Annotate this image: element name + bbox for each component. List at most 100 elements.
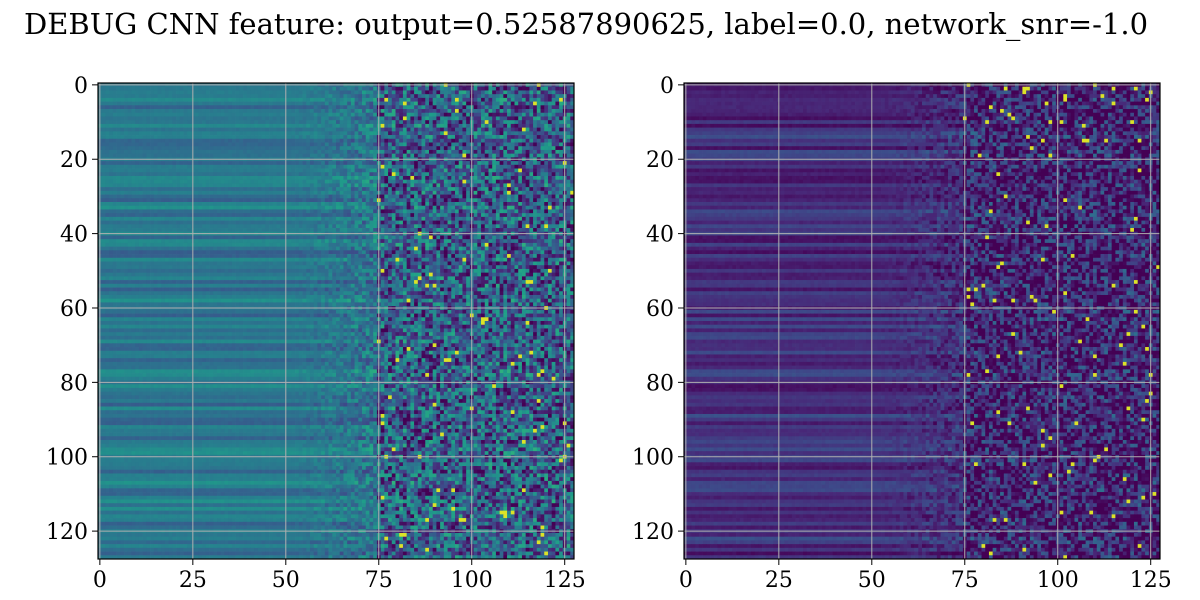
heatmap-cell	[325, 113, 329, 117]
heatmap-cell	[466, 113, 470, 117]
heatmap-cell	[399, 146, 403, 150]
heatmap-cell	[384, 143, 388, 147]
heatmap-cell	[232, 113, 236, 117]
heatmap-cell	[362, 120, 366, 124]
heatmap-cell	[537, 172, 541, 176]
heatmap-cell	[288, 180, 292, 184]
heatmap-cell	[537, 154, 541, 158]
heatmap-cell	[124, 128, 128, 132]
heatmap-cell	[113, 128, 117, 132]
heatmap-cell	[258, 150, 262, 154]
heatmap-cell	[388, 172, 392, 176]
heatmap-cell	[184, 98, 188, 102]
heatmap-cell	[481, 102, 485, 106]
heatmap-cell	[184, 139, 188, 143]
heatmap-cell	[306, 116, 310, 120]
heatmap-cell	[102, 228, 106, 232]
heatmap-cell	[176, 113, 180, 117]
heatmap-cell	[139, 124, 143, 128]
heatmap-cell	[362, 180, 366, 184]
heatmap-cell	[198, 113, 202, 117]
heatmap-cell	[451, 90, 455, 94]
heatmap-cell	[120, 209, 124, 213]
heatmap-cell	[466, 143, 470, 147]
heatmap-cell	[258, 131, 262, 135]
heatmap-cell	[503, 154, 507, 158]
heatmap-cell	[303, 139, 307, 143]
heatmap-cell	[459, 116, 463, 120]
heatmap-cell	[206, 139, 210, 143]
heatmap-cell	[329, 217, 333, 221]
heatmap-cell	[488, 98, 492, 102]
heatmap-cell	[228, 113, 232, 117]
heatmap-cell	[202, 221, 206, 225]
heatmap-cell	[221, 139, 225, 143]
heatmap-cell	[262, 102, 266, 106]
heatmap-cell	[336, 169, 340, 173]
heatmap-cell	[444, 154, 448, 158]
heatmap-cell	[474, 109, 478, 113]
heatmap-cell	[154, 128, 158, 132]
heatmap-cell	[347, 139, 351, 143]
heatmap-cell	[228, 202, 232, 206]
heatmap-cell	[440, 109, 444, 113]
heatmap-cell	[466, 102, 470, 106]
heatmap-cell	[321, 198, 325, 202]
heatmap-cell	[436, 209, 440, 213]
heatmap-cell	[548, 116, 552, 120]
heatmap-cell	[555, 146, 559, 150]
heatmap-cell	[552, 128, 556, 132]
heatmap-cell	[455, 128, 459, 132]
heatmap-cell	[139, 169, 143, 173]
heatmap-cell	[236, 161, 240, 165]
heatmap-cell	[202, 102, 206, 106]
heatmap-cell	[195, 176, 199, 180]
heatmap-cell	[131, 224, 135, 228]
heatmap-cell	[254, 146, 258, 150]
heatmap-cell	[180, 191, 184, 195]
heatmap-cell	[102, 94, 106, 98]
heatmap-cell	[537, 217, 541, 221]
heatmap-cell	[258, 113, 262, 117]
heatmap-cell	[507, 183, 511, 187]
heatmap-cell	[291, 180, 295, 184]
heatmap-cell	[317, 154, 321, 158]
heatmap-cell	[459, 206, 463, 210]
heatmap-cell	[250, 143, 254, 147]
heatmap-cell	[537, 206, 541, 210]
heatmap-cell	[500, 202, 504, 206]
heatmap-cell	[198, 165, 202, 169]
heatmap-cell	[154, 124, 158, 128]
heatmap-cell	[280, 195, 284, 199]
heatmap-cell	[128, 202, 132, 206]
heatmap-cell	[120, 87, 124, 91]
heatmap-cell	[511, 221, 515, 225]
heatmap-cell	[369, 198, 373, 202]
heatmap-cell	[236, 187, 240, 191]
heatmap-cell	[418, 154, 422, 158]
heatmap-cell	[559, 120, 563, 124]
heatmap-cell	[347, 109, 351, 113]
heatmap-cell	[466, 224, 470, 228]
heatmap-cell	[500, 224, 504, 228]
heatmap-cell	[221, 217, 225, 221]
heatmap-cell	[213, 135, 217, 139]
heatmap-cell	[392, 90, 396, 94]
heatmap-cell	[399, 206, 403, 210]
heatmap-cell	[128, 183, 132, 187]
heatmap-cell	[537, 161, 541, 165]
heatmap-cell	[407, 183, 411, 187]
heatmap-cell	[455, 221, 459, 225]
heatmap-cell	[109, 109, 113, 113]
heatmap-cell	[128, 120, 132, 124]
heatmap-cell	[314, 135, 318, 139]
heatmap-cell	[340, 187, 344, 191]
heatmap-cell	[511, 116, 515, 120]
heatmap-cell	[139, 90, 143, 94]
heatmap-cell	[310, 213, 314, 217]
heatmap-cell	[317, 90, 321, 94]
heatmap-cell	[154, 202, 158, 206]
heatmap-cell	[425, 206, 429, 210]
heatmap-cell	[381, 180, 385, 184]
heatmap-cell	[429, 139, 433, 143]
